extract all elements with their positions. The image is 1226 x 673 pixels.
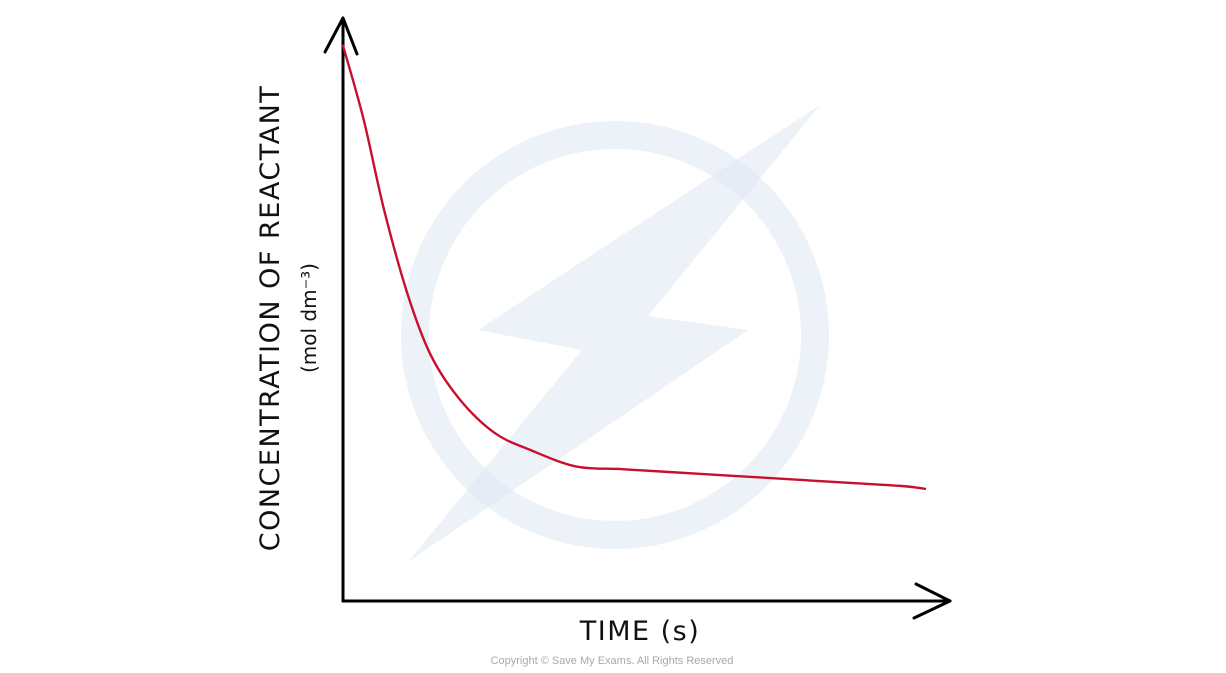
watermark-logo-icon: [401, 105, 829, 562]
y-axis-label: CONCENTRATION OF REACTANT: [255, 85, 286, 552]
watermark-ring: [401, 121, 829, 549]
axes: [323, 16, 952, 620]
watermark-bolt: [408, 105, 820, 562]
y-axis-arrowhead: [323, 16, 359, 56]
series-line-0: [341, 44, 927, 490]
x-axis-label: TIME (s): [579, 616, 701, 647]
y-axis-unit-label: (mol dm⁻³): [297, 263, 321, 373]
x-axis-arrowhead: [912, 582, 952, 620]
series-layer: [341, 44, 927, 490]
copyright-text: Copyright © Save My Exams. All Rights Re…: [491, 655, 734, 667]
